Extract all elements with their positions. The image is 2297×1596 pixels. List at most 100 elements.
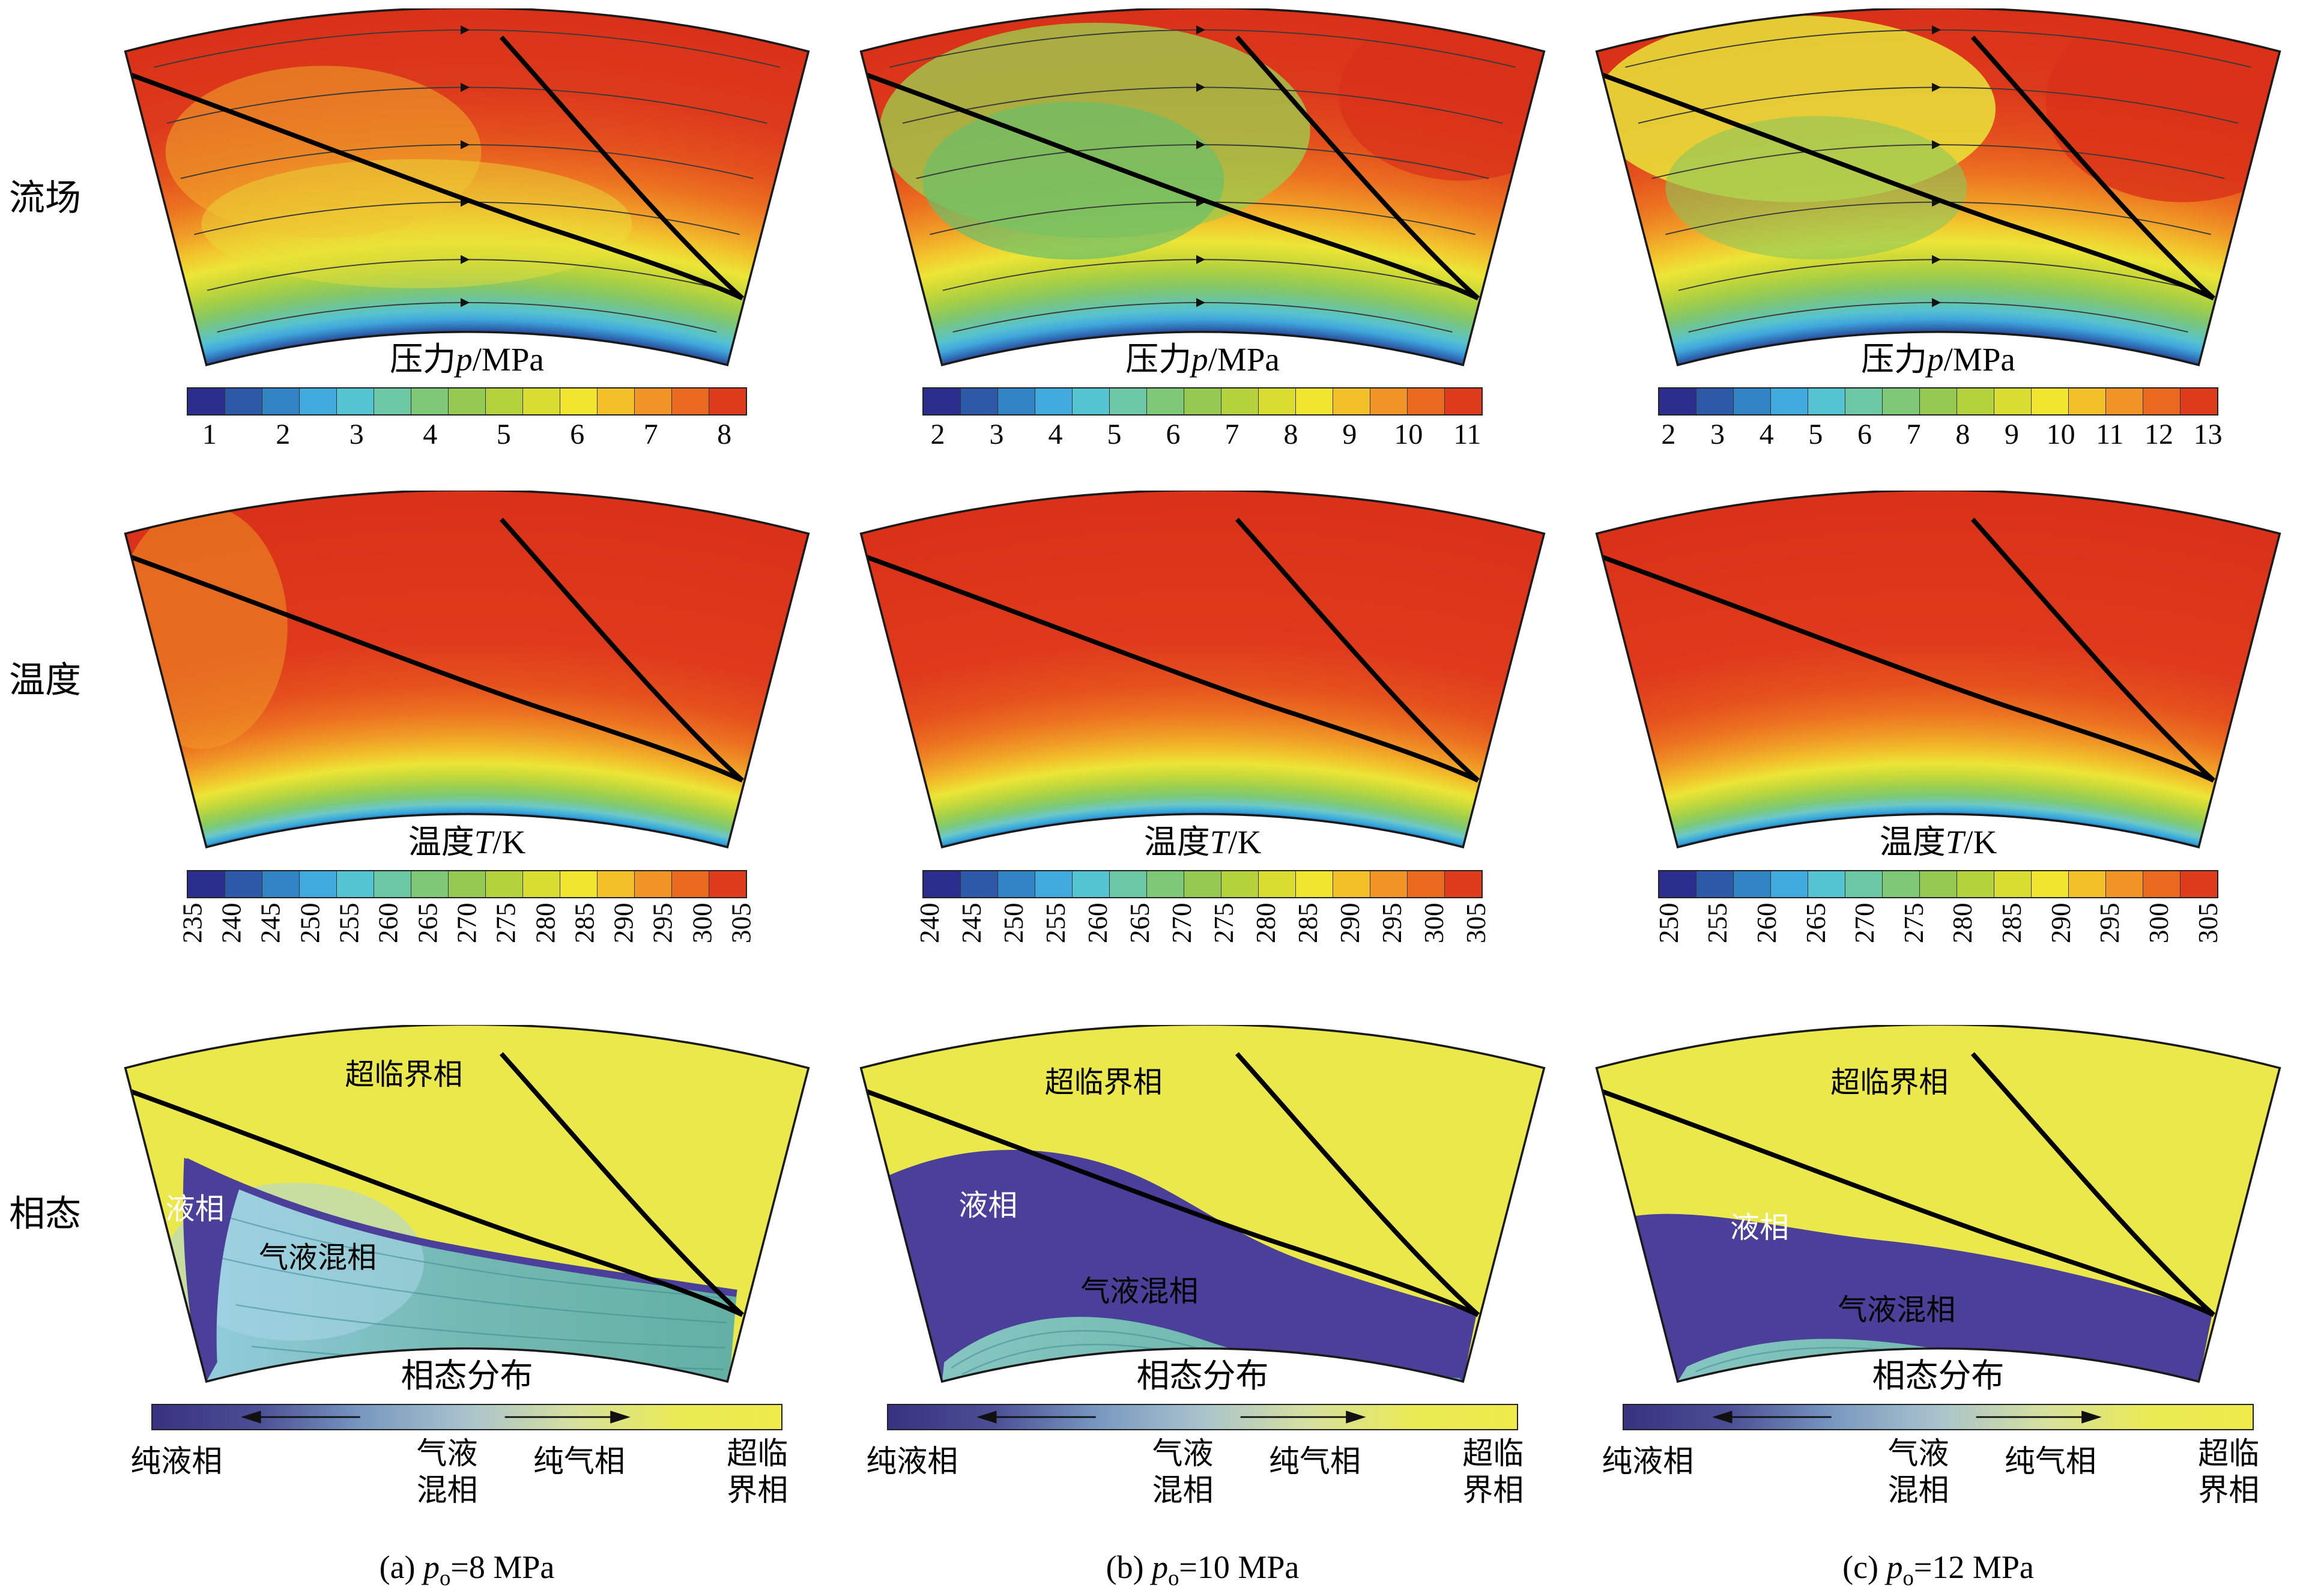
- colorbar-segment: [1770, 388, 1808, 415]
- phase-contour-a: [124, 1024, 810, 1383]
- tick-label: 11: [1453, 419, 1481, 451]
- tick-label: 2: [1661, 419, 1676, 451]
- tick-label: 260: [1751, 902, 1782, 944]
- colorbar-segment: [188, 871, 225, 897]
- colorbar-segment: [299, 871, 337, 897]
- tick-label: 295: [2095, 902, 2125, 944]
- temperature-colorbar-title: 温度T/K: [844, 815, 1561, 863]
- phase-panel-b: 超临界相 液相 气液混相 相态分布 纯液相 气液混相 纯气相 超临界相: [844, 1024, 1561, 1535]
- tick-label: 250: [295, 902, 325, 944]
- colorbar-segment: [1406, 388, 1444, 415]
- legend-mixed: 气液混相: [1152, 1437, 1214, 1508]
- caption-b: (b) po=10 MPa: [844, 1535, 1561, 1591]
- colorbar-segment: [1184, 388, 1221, 415]
- temperature-panel-a: 温度T/K 235 240 245 250 255 260 265 270 275 280 285 2…: [108, 491, 826, 996]
- legend-pure-gas: 纯气相: [533, 1445, 625, 1480]
- tick-label: 280: [1947, 902, 1978, 944]
- temperature-title-text: 温度: [1879, 823, 1946, 860]
- caption-symbol: p: [423, 1549, 440, 1586]
- colorbar-segment: [559, 871, 597, 897]
- colorbar-segment: [374, 388, 411, 415]
- colorbar-segment: [1845, 871, 1883, 897]
- tick-label: 305: [726, 902, 757, 944]
- pressure-title-text: 压力: [1861, 341, 1928, 378]
- colorbar-segment: [2142, 388, 2180, 415]
- tick-label: 2: [930, 419, 945, 451]
- pressure-ticks: 2 3 4 5 6 7 8 9 10 11 12 13: [1644, 418, 2233, 451]
- phase-panel-c: 超临界相 液相 气液混相 相态分布 纯液相 气液混相 纯气相 超临界相: [1579, 1024, 2297, 1535]
- tick-label: 255: [1040, 902, 1071, 944]
- tick-label: 260: [373, 902, 404, 944]
- colorbar-segment: [671, 871, 709, 897]
- colorbar-segment: [522, 871, 560, 897]
- flow-contour-b: [859, 8, 1546, 366]
- tick-label: 3: [1710, 419, 1725, 451]
- legend-pure-gas: 纯气相: [1268, 1445, 1361, 1480]
- tick-label: 305: [1460, 902, 1491, 944]
- colorbar-segment: [485, 871, 522, 897]
- colorbar-segment: [1808, 871, 1845, 897]
- temperature-colorbar: [1658, 869, 2218, 898]
- temperature-contour-b: [859, 491, 1546, 849]
- pressure-title-text: 压力: [1125, 341, 1192, 378]
- phase-colorbar: [886, 1404, 1519, 1431]
- tick-label: 300: [2143, 902, 2174, 944]
- colorbar-segment: [1369, 388, 1407, 415]
- tick-label: 12: [2144, 419, 2173, 451]
- colorbar-segment: [1733, 388, 1771, 415]
- temperature-colorbar: [922, 869, 1483, 898]
- tick-label: 290: [2045, 902, 2076, 944]
- tick-label: 3: [349, 419, 364, 451]
- colorbar-segment: [997, 388, 1035, 415]
- colorbar-segment: [1919, 871, 1957, 897]
- tick-label: 6: [1857, 419, 1872, 451]
- colorbar-segment: [1220, 871, 1258, 897]
- tick-label: 265: [1800, 902, 1831, 944]
- colorbar-segment: [1257, 388, 1295, 415]
- colorbar-segment: [634, 388, 671, 415]
- colorbar-segment: [960, 388, 998, 415]
- colorbar-segment: [1808, 388, 1845, 415]
- temperature-title-symbol: T: [1209, 823, 1229, 860]
- temperature-title-text: 温度: [408, 823, 474, 860]
- phase-legend: 纯液相 气液混相 纯气相 超临界相: [1602, 1436, 2268, 1535]
- colorbar-segment: [2105, 388, 2143, 415]
- colorbar-segment: [960, 871, 998, 897]
- caption-value: =8 MPa: [450, 1549, 555, 1586]
- phase-panel-a: 超临界相 液相 气液混相 相态分布 纯液相 气液混相 纯气相 超临界相: [108, 1024, 826, 1535]
- region-label-liquid: 液相: [958, 1188, 1018, 1222]
- tick-label: 8: [1283, 419, 1298, 451]
- tick-label: 300: [687, 902, 718, 944]
- tick-label: 11: [2096, 419, 2124, 451]
- tick-label: 2: [276, 419, 291, 451]
- tick-label: 270: [1850, 902, 1880, 944]
- tick-label: 270: [452, 902, 482, 944]
- colorbar-segment: [596, 388, 634, 415]
- tick-label: 1: [202, 419, 217, 451]
- colorbar-segment: [522, 388, 560, 415]
- caption-prefix: (a): [379, 1549, 424, 1586]
- pressure-colorbar: [1658, 387, 2218, 416]
- tick-label: 9: [1342, 419, 1357, 451]
- tick-label: 9: [2004, 419, 2019, 451]
- tick-label: 5: [496, 419, 511, 451]
- legend-pure-liquid: 纯液相: [1602, 1445, 1694, 1480]
- colorbar-segment: [1659, 388, 1696, 415]
- temperature-ticks: 235 240 245 250 255 260 265 270 275 280 285 290 295 3…: [173, 903, 761, 996]
- row-label-flow: 流场: [9, 178, 81, 218]
- colorbar-segment: [2068, 871, 2105, 897]
- pressure-title-unit: /MPa: [472, 341, 544, 378]
- caption-value: =10 MPa: [1179, 1549, 1300, 1586]
- colorbar-segment: [1072, 388, 1110, 415]
- temperature-ticks: 240 245 250 255 260 265 270 275 280 285 290 295 300 3…: [909, 903, 1497, 996]
- region-label-supercritical: 超临界相: [345, 1058, 463, 1092]
- region-label-liquid: 液相: [1730, 1211, 1789, 1245]
- colorbar-segment: [708, 388, 746, 415]
- tick-label: 285: [569, 902, 600, 944]
- colorbar-segment: [1444, 871, 1481, 897]
- legend-pure-liquid: 纯液相: [130, 1445, 223, 1480]
- colorbar-segment: [596, 871, 634, 897]
- colorbar-segment: [1956, 871, 1994, 897]
- tick-label: 300: [1418, 902, 1449, 944]
- tick-label: 7: [1224, 419, 1239, 451]
